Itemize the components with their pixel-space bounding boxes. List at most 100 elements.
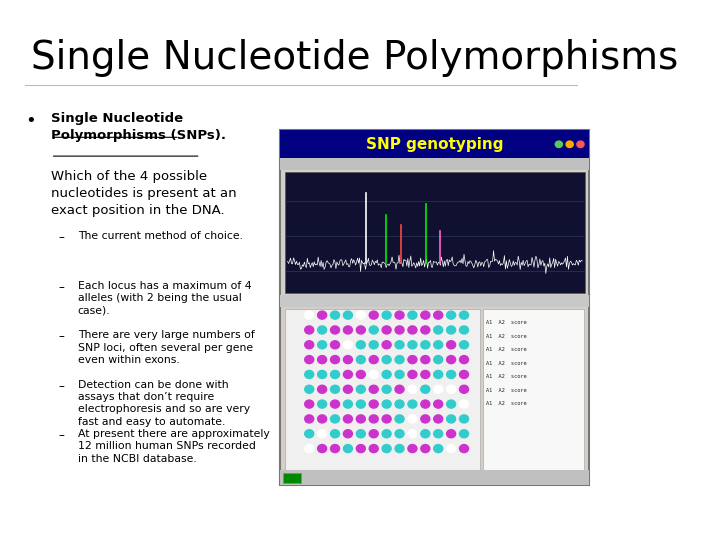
Circle shape xyxy=(420,385,430,393)
Circle shape xyxy=(446,430,456,438)
Text: Which of the 4 possible
nucleotides is present at an
exact position in the DNA.: Which of the 4 possible nucleotides is p… xyxy=(50,170,236,217)
Circle shape xyxy=(330,444,340,453)
Circle shape xyxy=(408,444,417,453)
Circle shape xyxy=(305,415,314,423)
Circle shape xyxy=(566,141,573,147)
Circle shape xyxy=(305,400,314,408)
Circle shape xyxy=(420,444,430,453)
Circle shape xyxy=(305,444,314,453)
Circle shape xyxy=(420,400,430,408)
Circle shape xyxy=(318,341,327,349)
Circle shape xyxy=(459,355,469,363)
Circle shape xyxy=(305,430,314,438)
Circle shape xyxy=(459,385,469,393)
Circle shape xyxy=(459,326,469,334)
Circle shape xyxy=(318,355,327,363)
Circle shape xyxy=(305,370,314,379)
Circle shape xyxy=(395,385,404,393)
Circle shape xyxy=(420,430,430,438)
Circle shape xyxy=(433,370,443,379)
Circle shape xyxy=(382,400,391,408)
Circle shape xyxy=(446,311,456,319)
Text: Each locus has a maximum of 4
alleles (with 2 being the usual
case).: Each locus has a maximum of 4 alleles (w… xyxy=(78,281,251,315)
Circle shape xyxy=(330,326,340,334)
Circle shape xyxy=(305,355,314,363)
Circle shape xyxy=(395,341,404,349)
FancyBboxPatch shape xyxy=(280,130,590,158)
Circle shape xyxy=(330,341,340,349)
Circle shape xyxy=(459,370,469,379)
Circle shape xyxy=(446,385,456,393)
Text: SNP genotyping: SNP genotyping xyxy=(366,137,504,152)
Circle shape xyxy=(356,385,365,393)
Circle shape xyxy=(305,326,314,334)
Circle shape xyxy=(343,415,352,423)
Circle shape xyxy=(343,400,352,408)
Circle shape xyxy=(433,385,443,393)
Circle shape xyxy=(343,341,352,349)
FancyBboxPatch shape xyxy=(285,172,585,293)
Circle shape xyxy=(408,370,417,379)
Text: –: – xyxy=(58,380,64,393)
Text: A1  A2  score: A1 A2 score xyxy=(486,321,526,326)
Circle shape xyxy=(433,415,443,423)
Circle shape xyxy=(382,326,391,334)
Text: A1  A2  score: A1 A2 score xyxy=(486,361,526,366)
FancyBboxPatch shape xyxy=(280,130,590,485)
Circle shape xyxy=(446,444,456,453)
Circle shape xyxy=(382,430,391,438)
Text: A1  A2  score: A1 A2 score xyxy=(486,347,526,353)
Circle shape xyxy=(356,311,365,319)
Circle shape xyxy=(356,400,365,408)
Circle shape xyxy=(433,400,443,408)
Text: At present there are approximately
12 million human SNPs recorded
in the NCBI da: At present there are approximately 12 mi… xyxy=(78,429,269,464)
Circle shape xyxy=(369,400,378,408)
Circle shape xyxy=(318,444,327,453)
Circle shape xyxy=(305,341,314,349)
Circle shape xyxy=(459,415,469,423)
Circle shape xyxy=(356,341,365,349)
Circle shape xyxy=(395,355,404,363)
Circle shape xyxy=(395,400,404,408)
Circle shape xyxy=(369,326,378,334)
Circle shape xyxy=(356,370,365,379)
Circle shape xyxy=(343,355,352,363)
Circle shape xyxy=(343,444,352,453)
Circle shape xyxy=(408,355,417,363)
Text: A1  A2  score: A1 A2 score xyxy=(486,334,526,339)
Circle shape xyxy=(395,444,404,453)
Circle shape xyxy=(382,341,391,349)
Text: There are very large numbers of
SNP loci, often several per gene
even within exo: There are very large numbers of SNP loci… xyxy=(78,330,254,365)
Circle shape xyxy=(356,444,365,453)
Circle shape xyxy=(408,326,417,334)
Circle shape xyxy=(343,326,352,334)
Text: Detection can be done with
assays that don’t require
electrophoresis and so are : Detection can be done with assays that d… xyxy=(78,380,250,427)
Circle shape xyxy=(420,311,430,319)
Circle shape xyxy=(330,370,340,379)
Circle shape xyxy=(330,385,340,393)
Text: The current method of choice.: The current method of choice. xyxy=(78,231,243,241)
FancyBboxPatch shape xyxy=(280,295,590,307)
Circle shape xyxy=(382,355,391,363)
Circle shape xyxy=(382,311,391,319)
Circle shape xyxy=(369,355,378,363)
Text: –: – xyxy=(58,281,64,294)
Circle shape xyxy=(408,415,417,423)
FancyBboxPatch shape xyxy=(280,158,590,170)
Circle shape xyxy=(330,415,340,423)
Circle shape xyxy=(382,444,391,453)
Circle shape xyxy=(446,326,456,334)
Text: Single Nucleotide Polymorphisms: Single Nucleotide Polymorphisms xyxy=(32,39,679,77)
Circle shape xyxy=(408,311,417,319)
Circle shape xyxy=(433,430,443,438)
Circle shape xyxy=(408,385,417,393)
Circle shape xyxy=(343,430,352,438)
Circle shape xyxy=(305,311,314,319)
Circle shape xyxy=(459,311,469,319)
Text: –: – xyxy=(58,330,64,343)
Circle shape xyxy=(395,326,404,334)
Text: –: – xyxy=(58,231,64,244)
Circle shape xyxy=(408,400,417,408)
Circle shape xyxy=(369,430,378,438)
Circle shape xyxy=(433,341,443,349)
